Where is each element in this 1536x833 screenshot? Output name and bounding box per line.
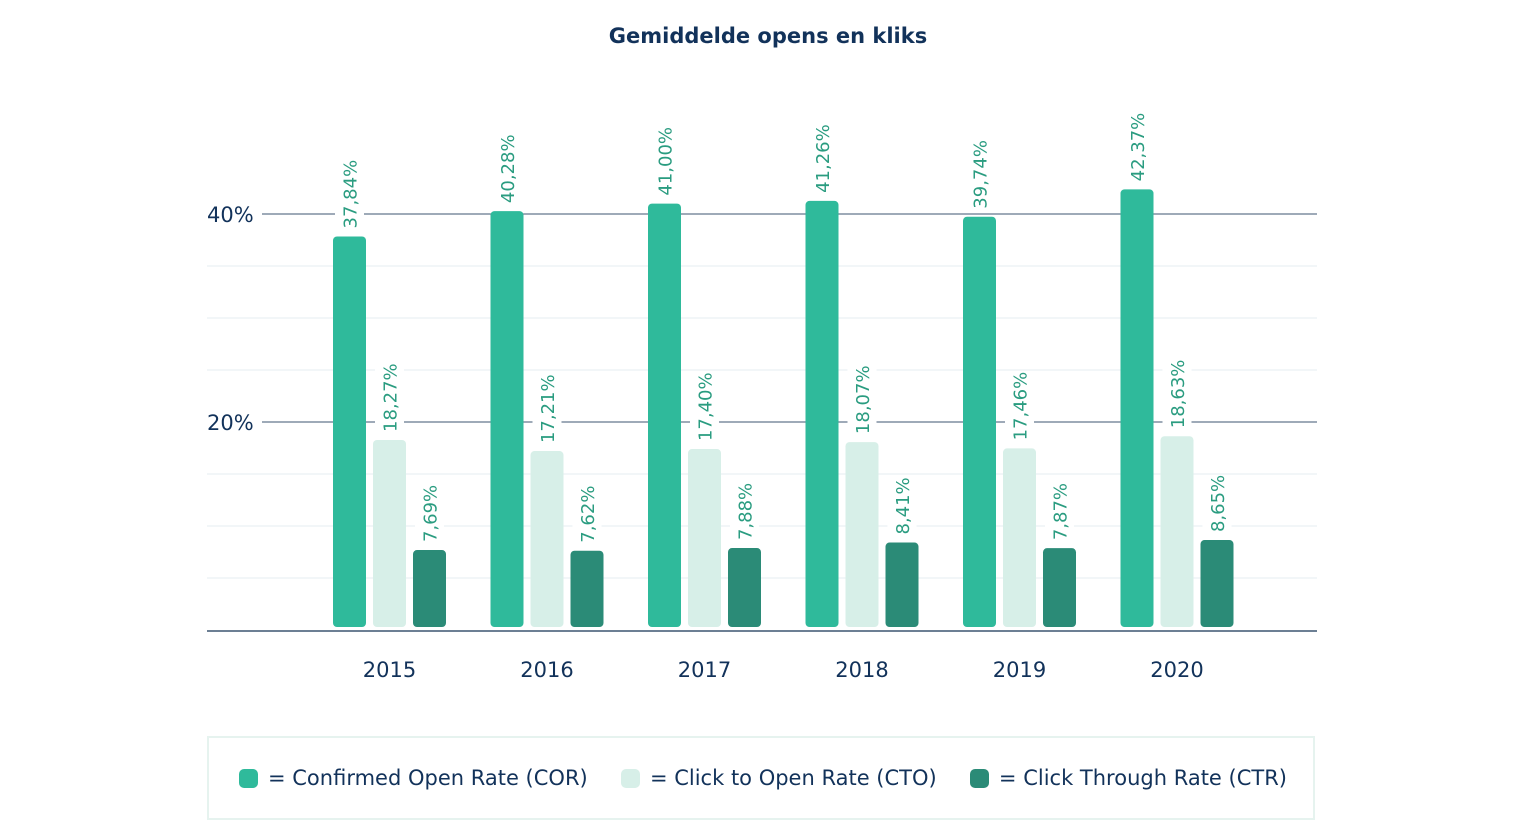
- data-label-bg: [1162, 361, 1192, 433]
- data-label: 7,69%: [421, 485, 442, 542]
- x-tick-label: 2019: [993, 658, 1046, 682]
- bar-cor: [333, 236, 366, 628]
- data-label-bg: [650, 128, 679, 200]
- data-label-bg: [965, 141, 994, 213]
- data-label-bg: [1202, 475, 1232, 537]
- data-label: 41,26%: [813, 124, 834, 193]
- data-label: 18,07%: [853, 365, 874, 434]
- data-label: 7,87%: [1051, 483, 1072, 540]
- legend-swatch-cto: [620, 768, 640, 788]
- y-tick-label: 40%: [207, 203, 254, 227]
- bar-ctr: [1043, 548, 1076, 627]
- x-tick-label: 2018: [835, 658, 888, 682]
- bar-cto: [688, 449, 721, 627]
- bar-cto: [373, 439, 406, 627]
- bar-cto: [845, 442, 879, 627]
- data-label: 8,41%: [893, 477, 914, 534]
- legend-label-ctr: = Click Through Rate (CTR): [998, 766, 1287, 790]
- data-label-bg: [887, 478, 917, 539]
- bar-cto: [530, 451, 564, 627]
- x-tick-label: 2020: [1150, 658, 1203, 682]
- bar-ctr: [413, 550, 446, 627]
- data-label: 39,74%: [971, 140, 992, 209]
- chart-title: Gemiddelde opens en kliks: [608, 24, 928, 48]
- bar-cto: [1003, 448, 1036, 627]
- bar-cor: [963, 216, 996, 628]
- y-tick-label: 20%: [207, 411, 254, 435]
- legend-item-ctr: = Click Through Rate (CTR): [969, 766, 1287, 790]
- data-label: 37,84%: [341, 160, 362, 229]
- data-label-bg: [492, 136, 522, 208]
- data-label-bg: [335, 161, 364, 233]
- x-tick-label: 2016: [520, 658, 573, 682]
- data-label-bg: [1045, 483, 1074, 545]
- bar-cor: [805, 200, 839, 627]
- legend-swatch-cor: [239, 768, 258, 788]
- bar-cto: [1160, 436, 1194, 627]
- legend-label-cor: = Confirmed Open Rate (COR): [268, 766, 588, 790]
- bar-cor: [648, 203, 681, 627]
- data-label: 7,62%: [578, 486, 599, 543]
- data-label: 17,21%: [538, 374, 559, 443]
- legend: = Confirmed Open Rate (COR) = Click to O…: [207, 736, 1315, 820]
- legend-label-cto: = Click to Open Rate (CTO): [649, 766, 937, 790]
- x-tick-label: 2017: [678, 658, 731, 682]
- data-label: 42,37%: [1128, 113, 1149, 182]
- data-label: 18,63%: [1168, 360, 1189, 429]
- bar-ctr: [1200, 540, 1234, 627]
- data-label: 17,40%: [696, 372, 717, 441]
- legend-item-cor: = Confirmed Open Rate (COR): [239, 766, 588, 790]
- data-label-bg: [532, 376, 562, 448]
- data-label-bg: [1122, 114, 1152, 186]
- x-tick-label: 2015: [363, 658, 416, 682]
- data-label: 40,28%: [498, 134, 519, 203]
- legend-item-cto: = Click to Open Rate (CTO): [620, 766, 937, 790]
- data-label-bg: [572, 486, 602, 547]
- data-label: 8,65%: [1208, 475, 1229, 532]
- data-label-bg: [730, 483, 759, 545]
- bar-cor: [1120, 189, 1154, 628]
- data-label-bg: [415, 485, 444, 547]
- data-label-bg: [690, 374, 719, 446]
- bar-ctr: [570, 550, 604, 627]
- data-label-bg: [375, 364, 404, 436]
- bar-cor: [490, 211, 524, 627]
- data-label: 17,46%: [1011, 372, 1032, 441]
- data-label-bg: [807, 125, 837, 197]
- data-label: 7,88%: [736, 483, 757, 540]
- legend-swatch-ctr: [969, 768, 989, 788]
- data-label: 41,00%: [656, 127, 677, 196]
- bar-ctr: [728, 548, 761, 627]
- data-label: 18,27%: [381, 363, 402, 432]
- bar-ctr: [885, 542, 919, 627]
- data-label-bg: [1005, 373, 1034, 445]
- data-label-bg: [847, 367, 877, 439]
